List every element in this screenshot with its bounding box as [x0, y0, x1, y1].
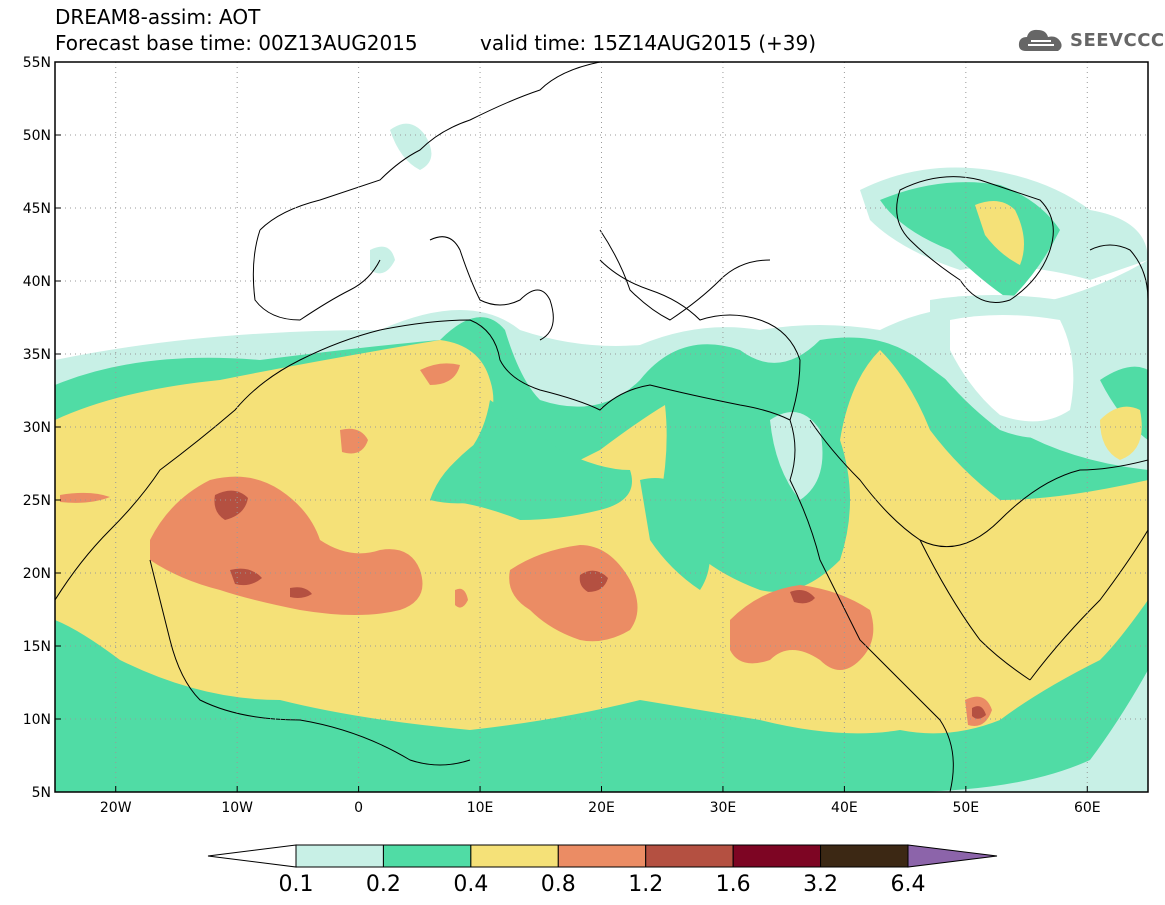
lon-tick-label: 50E: [952, 800, 979, 816]
chart-title: DREAM8-assim: AOT: [55, 5, 261, 29]
seevccc-logo: SEEVCCC: [1016, 22, 1165, 58]
forecast-base-time: Forecast base time: 00Z13AUG2015: [55, 31, 418, 55]
colorbar-label: 0.4: [453, 872, 488, 897]
colorbar-label: 6.4: [891, 872, 926, 897]
colorbar-swatch: [557, 844, 647, 868]
lat-tick-label: 50N: [23, 128, 51, 144]
lat-tick-label: 10N: [23, 712, 51, 728]
lat-tick-label: 45N: [23, 201, 51, 217]
lat-tick-label: 15N: [23, 639, 51, 655]
colorbar-swatch: [382, 844, 472, 868]
colorbar-swatch: [732, 844, 822, 868]
lon-tick-label: 20E: [588, 800, 615, 816]
lon-tick-label: 10W: [221, 800, 253, 816]
lat-tick-label: 35N: [23, 347, 51, 363]
colorbar-label: 0.2: [366, 872, 401, 897]
longitude-axis: 20W 10W 0 10E 20E 30E 40E 50E 60E: [100, 786, 1101, 816]
colorbar-under-arrow: [207, 844, 297, 868]
cloud-icon: [1018, 29, 1062, 51]
latitude-axis: 55N 50N 45N 40N 35N 30N 25N 20N 15N 10N 5N: [23, 55, 61, 801]
colorbar-swatch: [820, 844, 909, 868]
colorbar: 0.1 0.2 0.4 0.8 1.2 1.6 3.2 6.4: [207, 844, 998, 897]
lon-tick-label: 20W: [100, 800, 132, 816]
lon-tick-label: 40E: [831, 800, 858, 816]
lat-tick-label: 55N: [23, 55, 51, 71]
colorbar-label: 1.2: [628, 872, 663, 897]
lat-tick-label: 20N: [23, 566, 51, 582]
aot-contour-0.4: [55, 340, 1148, 734]
colorbar-label: 3.2: [803, 872, 838, 897]
colorbar-swatch: [645, 844, 734, 868]
lat-tick-label: 40N: [23, 274, 51, 290]
lon-tick-label: 60E: [1074, 800, 1101, 816]
aot-contour-1.2: [214, 490, 248, 520]
colorbar-label: 1.6: [716, 872, 751, 897]
coastlines: [55, 62, 1148, 792]
lon-tick-label: 10E: [467, 800, 494, 816]
colorbar-label: 0.8: [541, 872, 576, 897]
colorbar-over-arrow: [907, 844, 998, 868]
colorbar-swatch: [470, 844, 559, 868]
lat-tick-label: 30N: [23, 420, 51, 436]
valid-time: valid time: 15Z14AUG2015 (+39): [480, 31, 817, 55]
lon-tick-label: 0: [354, 800, 363, 816]
gridlines: [55, 62, 1148, 792]
colorbar-label: 0.1: [279, 872, 314, 897]
lon-tick-label: 30E: [710, 800, 737, 816]
lat-tick-label: 25N: [23, 493, 51, 509]
logo-text: SEEVCCC: [1070, 29, 1165, 51]
lat-tick-label: 5N: [32, 785, 51, 801]
colorbar-swatch: [295, 844, 384, 868]
